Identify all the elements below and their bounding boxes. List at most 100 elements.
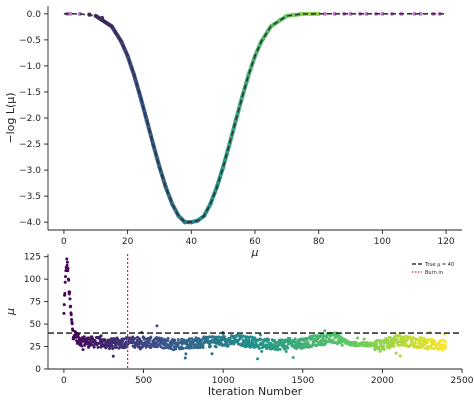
trace-sample-point — [67, 279, 70, 282]
top-y-ticks: 0.0−0.5−1.0−1.5−2.0−2.5−3.0−3.5−4.0 — [19, 10, 48, 228]
bottom-y-tick-label: 100 — [24, 275, 41, 285]
trace-sample-point — [374, 348, 377, 351]
trace-sample-point — [260, 350, 263, 353]
trace-sample-point — [294, 341, 297, 344]
trace-sample-point — [143, 337, 146, 340]
bottom-x-tick-label: 2500 — [451, 376, 474, 386]
trace-sample-point — [393, 345, 396, 348]
legend: True μ = 40 Burn in — [412, 262, 454, 276]
trace-sample-point — [188, 337, 191, 340]
trace-sample-point — [68, 297, 71, 300]
trace-sample-point — [215, 336, 218, 339]
top-x-axis-label: μ — [251, 246, 259, 259]
trace-sample-point — [68, 291, 71, 294]
top-x-tick-label: 80 — [313, 237, 325, 247]
trace-sample-point — [115, 346, 118, 349]
trace-sample-point — [133, 337, 136, 340]
legend-true-mu-label: True μ = 40 — [424, 262, 454, 268]
top-sample-band-segment — [128, 56, 134, 75]
top-x-tick-label: 40 — [186, 237, 198, 247]
trace-sample-point — [323, 329, 326, 332]
trace-sample-point — [62, 312, 65, 315]
trace-sample-point — [363, 338, 366, 341]
trace-sample-point — [341, 344, 344, 347]
trace-sample-point — [184, 357, 187, 360]
trace-sample-point — [93, 346, 96, 349]
trace-sample-point — [383, 348, 386, 351]
trace-sample-point — [111, 345, 114, 348]
trace-sample-point — [408, 335, 411, 338]
trace-sample-point — [148, 340, 151, 343]
bottom-y-tick-label: 125 — [24, 253, 41, 263]
legend-burn-in-label: Burn in — [425, 270, 443, 276]
trace-sample-point — [65, 257, 68, 260]
bottom-x-tick-label: 500 — [135, 376, 152, 386]
top-y-tick-label: −1.0 — [19, 62, 41, 72]
trace-sample-point — [177, 338, 180, 341]
trace-sample-point — [64, 281, 67, 284]
trace-sample-point — [286, 347, 289, 350]
trace-sample-point — [82, 348, 85, 351]
trace-sample-point — [256, 357, 259, 360]
bottom-y-axis-label: μ — [4, 308, 17, 316]
trace-sample-point — [173, 339, 176, 342]
trace-sample-point — [331, 338, 334, 341]
top-x-tick-label: 120 — [437, 237, 454, 247]
trace-sample-point — [396, 338, 399, 341]
trace-sample-point — [395, 352, 398, 355]
bottom-x-tick-label: 2000 — [371, 376, 394, 386]
trace-sample-points — [62, 257, 447, 360]
trace-sample-point — [70, 313, 73, 316]
bottom-y-tick-label: 75 — [30, 298, 41, 308]
trace-sample-point — [190, 346, 193, 349]
top-y-axis-label: −log L(μ) — [4, 92, 17, 143]
top-sample-points — [65, 12, 442, 225]
trace-sample-point — [411, 339, 414, 342]
trace-sample-point — [63, 303, 66, 306]
trace-sample-point — [69, 305, 72, 308]
trace-sample-point — [111, 347, 114, 350]
trace-sample-point — [182, 347, 185, 350]
trace-sample-point — [215, 345, 218, 348]
trace-sample-point — [444, 346, 447, 349]
bottom-y-tick-label: 50 — [30, 320, 42, 330]
trace-sample-point — [279, 348, 282, 351]
bottom-x-axis-label: Iteration Number — [208, 385, 303, 398]
trace-sample-point — [258, 347, 261, 350]
trace-sample-point — [209, 345, 212, 348]
trace-sample-point — [307, 341, 310, 344]
top-x-tick-label: 20 — [122, 237, 134, 247]
trace-sample-point — [259, 333, 262, 336]
trace-sample-point — [155, 324, 158, 327]
trace-sample-point — [444, 341, 447, 344]
trace-sample-point — [184, 352, 187, 355]
bottom-x-tick-label: 0 — [61, 376, 67, 386]
trace-sample-point — [267, 338, 270, 341]
top-y-tick-label: −0.5 — [19, 36, 41, 46]
trace-sample-point — [66, 264, 69, 267]
trace-sample-point — [294, 337, 297, 340]
trace-sample-point — [356, 336, 359, 339]
trace-sample-point — [100, 334, 103, 337]
trace-sample-point — [399, 354, 402, 357]
trace-sample-point — [202, 346, 205, 349]
trace-sample-point — [83, 335, 86, 338]
trace-sample-point — [397, 344, 400, 347]
top-y-tick-label: −4.0 — [19, 218, 41, 228]
bottom-y-tick-label: 0 — [35, 365, 41, 375]
top-y-tick-label: −3.5 — [19, 192, 41, 202]
bottom-y-tick-label: 25 — [30, 343, 41, 353]
trace-sample-point — [247, 338, 250, 341]
trace-sample-point — [66, 261, 69, 264]
trace-sample-point — [67, 267, 70, 270]
trace-sample-point — [259, 338, 262, 341]
top-x-tick-label: 0 — [61, 237, 67, 247]
bottom-y-ticks: 0 25 50 75 100 125 — [24, 253, 48, 375]
trace-sample-point — [80, 344, 83, 347]
trace-sample-point — [211, 352, 214, 355]
